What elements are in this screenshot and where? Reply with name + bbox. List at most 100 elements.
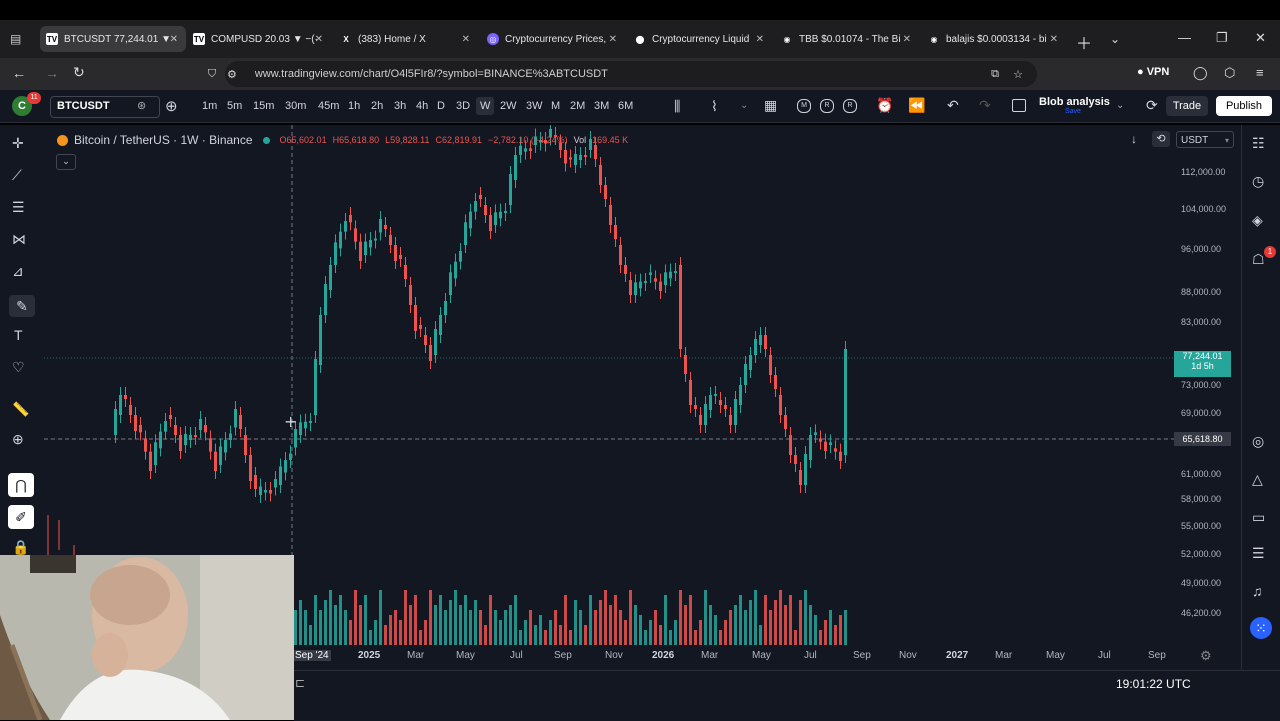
currency-select[interactable]: USDT ▾: [1176, 131, 1234, 148]
timeframe-w[interactable]: W: [476, 97, 495, 115]
axis-settings-icon[interactable]: ⚙: [1200, 648, 1212, 663]
timeframe-15m[interactable]: 15m: [253, 100, 275, 112]
tab-menu-icon[interactable]: ▤: [10, 32, 22, 46]
replay-icon[interactable]: ⏪: [908, 97, 926, 113]
feed-icon[interactable]: ☰: [1252, 545, 1265, 561]
timeframe-45m[interactable]: 45m: [318, 100, 340, 112]
fib-icon[interactable]: ☰: [12, 199, 25, 215]
add-symbol-icon[interactable]: ⊕: [165, 98, 178, 115]
timeframe-3h[interactable]: 3h: [394, 100, 407, 112]
indicator-shortcut-1[interactable]: R: [820, 99, 834, 113]
reload-icon[interactable]: ↻: [73, 64, 85, 80]
lock-icon[interactable]: 🔒: [12, 539, 30, 555]
symbol-search[interactable]: BTCUSDT ⊛: [50, 96, 160, 118]
forecast-icon[interactable]: ⊿: [12, 263, 24, 279]
timeframe-1h[interactable]: 1h: [348, 100, 361, 112]
notifications-icon[interactable]: ♫: [1252, 583, 1263, 599]
panel-toggle-icon[interactable]: ⊏: [295, 676, 306, 690]
minimize-icon[interactable]: —: [1178, 30, 1191, 45]
magnet-icon[interactable]: ⋂: [8, 473, 34, 497]
legend-title[interactable]: Bitcoin / TetherUS · 1W · Binance: [74, 133, 253, 147]
close-tab-icon[interactable]: ✕: [1049, 33, 1058, 45]
close-tab-icon[interactable]: ✕: [902, 33, 911, 45]
layers-icon[interactable]: ◈: [1252, 212, 1263, 228]
screenshot-icon[interactable]: ⧉: [991, 67, 999, 80]
close-tab-icon[interactable]: ✕: [169, 33, 178, 45]
compare-icon[interactable]: ⊛: [137, 100, 147, 112]
restore-icon[interactable]: ❐: [1216, 30, 1228, 45]
chevron-down-icon[interactable]: ⌄: [1116, 100, 1125, 111]
chevron-down-icon[interactable]: ⌄: [740, 100, 749, 111]
forward-icon[interactable]: →: [45, 65, 59, 81]
tab-tbb[interactable]: ◉ TBB $0.01074 - The Bi ✕: [781, 26, 912, 52]
timeframe-3d[interactable]: 3D: [456, 100, 471, 112]
redo-icon[interactable]: ↷: [979, 97, 991, 113]
browser-menu-icon[interactable]: ≡: [1256, 65, 1264, 80]
apps-grid-icon[interactable]: ⁙: [1250, 617, 1272, 639]
quick-search-icon[interactable]: ⟳: [1146, 97, 1158, 113]
layout-name-button[interactable]: Blob analysis Save: [1039, 96, 1110, 115]
account-icon[interactable]: ◯: [1193, 65, 1208, 80]
timeframe-3m[interactable]: 3M: [594, 100, 610, 112]
auto-scale-icon[interactable]: ⟲: [1152, 131, 1170, 147]
timeframe-m[interactable]: M: [551, 100, 561, 112]
timeframe-3w[interactable]: 3W: [526, 100, 543, 112]
trend-line-icon[interactable]: ⟋: [12, 167, 22, 183]
bookmark-icon[interactable]: ☆: [1013, 68, 1023, 81]
indicator-shortcut-0[interactable]: M: [797, 99, 811, 113]
legend-collapse-icon[interactable]: ⌄: [56, 154, 76, 170]
timeframe-2w[interactable]: 2W: [500, 100, 517, 112]
indicator-shortcut-2[interactable]: R: [843, 99, 857, 113]
timeframe-5m[interactable]: 5m: [227, 100, 243, 112]
undo-icon[interactable]: ↶: [947, 97, 959, 113]
timeframe-4h[interactable]: 4h: [416, 100, 429, 112]
close-tab-icon[interactable]: ✕: [461, 33, 470, 45]
close-tab-icon[interactable]: ✕: [608, 33, 617, 45]
alerts-clock-icon[interactable]: ◷: [1252, 173, 1265, 189]
tab-list-icon[interactable]: ⌄: [1110, 32, 1121, 46]
close-tab-icon[interactable]: ✕: [755, 33, 764, 45]
timeframe-d[interactable]: D: [437, 100, 445, 112]
timeframe-30m[interactable]: 30m: [285, 100, 307, 112]
heart-icon[interactable]: ♡: [12, 359, 25, 375]
timeframe-6m[interactable]: 6M: [618, 100, 634, 112]
target-icon[interactable]: ◎: [1252, 433, 1265, 449]
timeframe-2m[interactable]: 2M: [570, 100, 586, 112]
alert-icon[interactable]: ⏰: [876, 97, 894, 113]
back-icon[interactable]: ←: [12, 65, 26, 81]
text-icon[interactable]: T: [14, 327, 23, 343]
tab-compusd[interactable]: TV COMPUSD 20.03 ▼ −(· ✕: [193, 26, 323, 52]
url-field[interactable]: ⛉ ⚙ www.tradingview.com/chart/O4l5FIr8/?…: [208, 61, 1037, 87]
site-settings-icon[interactable]: ⚙: [227, 68, 237, 81]
timeframe-2h[interactable]: 2h: [371, 100, 384, 112]
close-tab-icon[interactable]: ✕: [314, 33, 323, 45]
tab-crypto-prices[interactable]: ◎ Cryptocurrency Prices, ✕: [487, 26, 617, 52]
tab-btcusdt[interactable]: TV BTCUSDT 77,244.01 ▼ · ✕: [40, 26, 186, 52]
brush-icon[interactable]: ✎: [9, 295, 35, 317]
tab-balajis[interactable]: ◉ balajis $0.0003134 - bi ✕: [928, 26, 1059, 52]
publish-button[interactable]: Publish: [1216, 96, 1272, 116]
utc-clock[interactable]: 19:01:22 UTC: [1116, 677, 1191, 691]
vpn-button[interactable]: ● VPN: [1137, 66, 1169, 78]
candle-type-icon[interactable]: ⫼: [674, 98, 681, 114]
timeframe-1m[interactable]: 1m: [202, 100, 218, 112]
ideas-icon[interactable]: △: [1252, 471, 1263, 487]
chat-icon[interactable]: ☖: [1252, 251, 1265, 267]
zoom-icon[interactable]: ⊕: [12, 431, 24, 447]
pattern-icon[interactable]: ⋈: [12, 231, 26, 247]
ruler-icon[interactable]: 📏: [12, 401, 30, 417]
layout-grid-icon[interactable]: ▦: [764, 97, 778, 113]
crosshair-icon[interactable]: ✛: [12, 135, 24, 151]
trade-button[interactable]: Trade: [1166, 96, 1208, 116]
layout-icon[interactable]: [1012, 99, 1026, 112]
watchlist-icon[interactable]: ☷: [1252, 135, 1265, 151]
calendar-icon[interactable]: ▭: [1252, 509, 1266, 525]
indicators-icon[interactable]: ⌇: [711, 98, 718, 114]
scroll-to-end-icon[interactable]: ↓: [1131, 132, 1137, 146]
tab-x-home[interactable]: X (383) Home / X ✕: [340, 26, 470, 52]
lock-drawings-icon[interactable]: ✐: [8, 505, 34, 529]
new-tab-icon[interactable]: ＋: [1076, 36, 1093, 53]
close-window-icon[interactable]: ✕: [1255, 30, 1266, 45]
extensions-icon[interactable]: ⬡: [1224, 65, 1236, 80]
tab-crypto-liquid[interactable]: ⬤ Cryptocurrency Liquid ✕: [634, 26, 764, 52]
